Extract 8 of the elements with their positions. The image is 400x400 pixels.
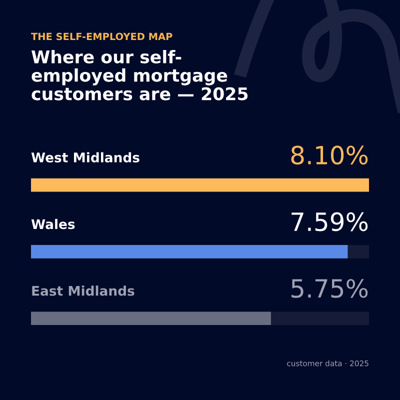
- data-label: 5.75%: [292, 278, 368, 298]
- y-tick-label: East Midlands: [32, 286, 134, 296]
- data-label: 7.59%: [292, 212, 368, 232]
- chart-subtitle: THE SELF-EMPLOYED MAP: [31, 32, 172, 40]
- data-label: 8.10%: [291, 146, 368, 165]
- y-tick-label: Wales: [31, 218, 75, 230]
- y-tick-label: West Midlands: [31, 152, 140, 162]
- chart-title: Where our self-employed mortgage customers are — 2025: [32, 50, 248, 100]
